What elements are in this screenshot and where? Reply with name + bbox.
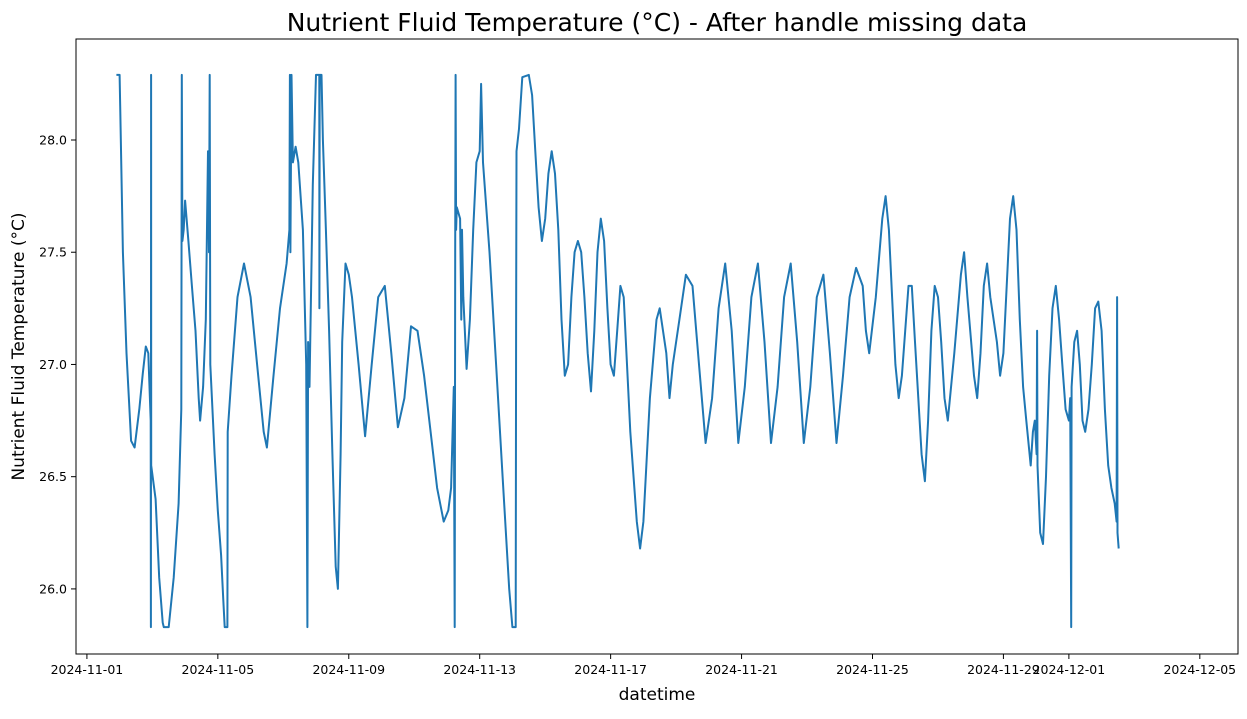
x-tick-label: 2024-11-09 [312, 662, 385, 677]
x-tick-label: 2024-11-25 [836, 662, 909, 677]
chart-title: Nutrient Fluid Temperature (°C) - After … [287, 8, 1028, 37]
x-tick-label: 2024-11-29 [967, 662, 1040, 677]
y-tick-label: 26.5 [39, 469, 67, 484]
x-tick-label: 2024-11-13 [443, 662, 516, 677]
x-axis-ticks: 2024-11-01 2024-11-05 2024-11-09 2024-11-13… [51, 654, 1236, 677]
y-tick-label: 27.0 [39, 357, 67, 372]
plot-frame [75, 38, 1239, 655]
y-tick-label: 27.5 [39, 245, 67, 260]
y-tick-label: 28.0 [39, 133, 67, 148]
x-axis-label: datetime [619, 685, 696, 705]
x-tick-label: 2024-12-05 [1163, 662, 1236, 677]
plot-area [76, 39, 1238, 654]
y-axis-label: Nutrient Fluid Temperature (°C) [9, 212, 29, 480]
y-axis-ticks: 26.0 26.5 27.0 27.5 28.0 [39, 133, 76, 596]
x-tick-label: 2024-11-17 [574, 662, 647, 677]
x-tick-label: 2024-12-01 [1033, 662, 1106, 677]
x-tick-label: 2024-11-01 [51, 662, 124, 677]
x-tick-label: 2024-11-21 [705, 662, 778, 677]
x-tick-label: 2024-11-05 [182, 662, 255, 677]
series-layer [116, 73, 1120, 629]
y-tick-label: 26.0 [39, 581, 67, 596]
series-line [116, 73, 1120, 629]
